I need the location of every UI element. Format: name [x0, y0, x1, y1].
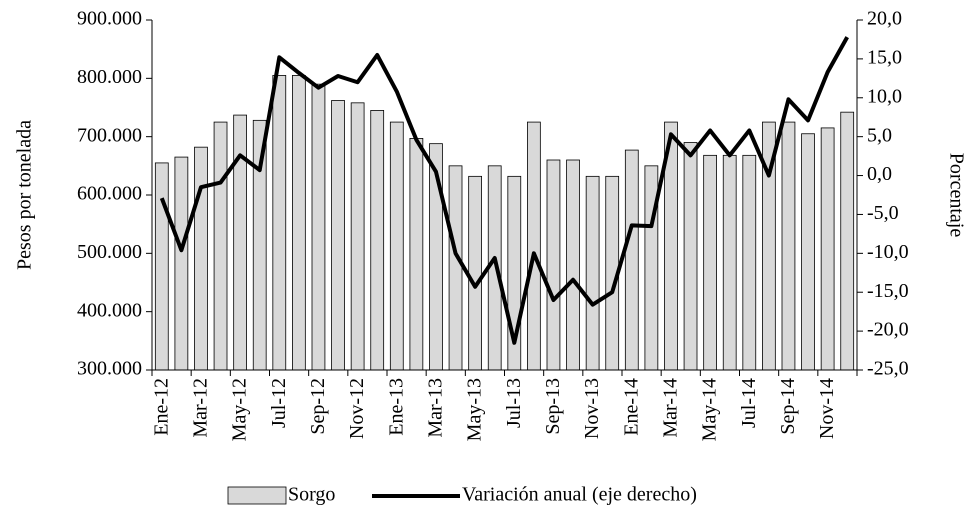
bar: [468, 175, 482, 371]
x-tick-label: May-14: [699, 378, 721, 441]
bar: [389, 121, 404, 371]
x-tick-label: Nov-14: [816, 378, 838, 439]
bar: [311, 83, 326, 371]
bar: [840, 111, 855, 371]
x-tick-label: Nov-13: [581, 378, 603, 439]
bar: [252, 119, 267, 371]
bar: [331, 100, 345, 371]
bar: [174, 156, 189, 371]
bar: [781, 121, 796, 371]
bar: [801, 133, 815, 371]
bar: [213, 121, 228, 371]
legend-swatch: [227, 486, 287, 505]
y-tick-label: 700.000: [77, 124, 142, 146]
bar: [154, 162, 169, 371]
x-tick-label: Mar-13: [425, 378, 447, 438]
y2-tick-label: 10,0: [867, 85, 902, 107]
bar: [194, 146, 208, 371]
y2-tick-label: -5,0: [867, 202, 899, 224]
x-tick-label: Sep-12: [307, 378, 329, 435]
x-tick-label: May-13: [464, 378, 486, 441]
bar: [409, 138, 424, 371]
y2-tick-label: -20,0: [867, 319, 909, 341]
y2-tick-label: 20,0: [867, 8, 902, 30]
y2-tick-label: -15,0: [867, 280, 909, 302]
y-tick-label: 600.000: [77, 183, 142, 205]
y2-tick-label: 0,0: [867, 163, 892, 185]
y-tick-label: 300.000: [77, 358, 142, 380]
x-tick-label: Sep-13: [542, 378, 564, 435]
x-tick-label: Mar-12: [190, 378, 212, 438]
legend-label: Variación anual (eje derecho): [462, 484, 697, 506]
bar: [272, 75, 287, 371]
y-tick-label: 800.000: [77, 66, 142, 88]
y2-tick-label: -25,0: [867, 358, 909, 380]
y-tick-label: 500.000: [77, 241, 142, 263]
x-tick-label: Ene-13: [385, 378, 407, 436]
y-tick-label: 400.000: [77, 299, 142, 321]
x-tick-label: Sep-14: [777, 378, 799, 435]
y2-tick-label: 15,0: [867, 46, 902, 68]
bar: [527, 121, 541, 371]
y2-tick-label: 5,0: [867, 124, 892, 146]
bar: [703, 154, 717, 371]
bar: [683, 142, 698, 371]
bar: [566, 159, 580, 371]
bar: [292, 75, 306, 371]
y2-axis-title: Porcentaje: [945, 153, 967, 238]
bar: [350, 102, 365, 371]
bar: [233, 114, 247, 371]
x-tick-label: Nov-12: [346, 378, 368, 439]
bar: [742, 154, 757, 371]
x-tick-label: Ene-14: [620, 378, 642, 436]
bar: [448, 165, 463, 371]
x-tick-label: Jul-12: [268, 378, 290, 428]
line: [159, 36, 849, 345]
bar: [370, 110, 385, 371]
bar: [722, 154, 737, 371]
x-tick-label: Mar-14: [660, 378, 682, 438]
bar: [624, 149, 639, 371]
y2-tick-label: -10,0: [867, 241, 909, 263]
x-tick-label: Jul-13: [503, 378, 525, 428]
x-tick-label: May-12: [229, 378, 251, 441]
bar: [546, 159, 561, 371]
bar: [585, 175, 600, 371]
y-tick-label: 900.000: [77, 8, 142, 30]
legend-label: Sorgo: [288, 484, 335, 506]
x-tick-label: Jul-14: [738, 378, 760, 428]
y-axis-title: Pesos por tonelada: [14, 120, 36, 270]
bar: [820, 127, 835, 371]
x-tick-label: Ene-12: [150, 378, 172, 436]
